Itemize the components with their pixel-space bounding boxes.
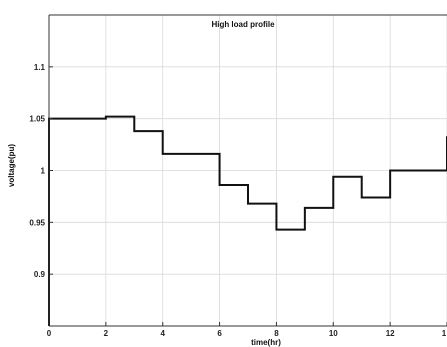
- voltage-series-line: [48, 115, 447, 326]
- y-tick-label: 0.95: [29, 218, 45, 227]
- axis-layer: [48, 14, 447, 327]
- series-layer: [48, 115, 447, 326]
- y-tick-label: 0.9: [34, 270, 46, 279]
- x-tick-label: 8: [274, 329, 279, 338]
- y-tick-label: 1: [41, 167, 46, 176]
- grid-layer: [49, 15, 447, 326]
- x-tick-label: 4: [160, 329, 165, 338]
- text-layer: 0 2 4 6 8 10 12 1 0.9 0.95 1 1.05 1.1 High load profi…: [7, 20, 447, 347]
- y-axis-title: voltage(pu): [7, 144, 16, 187]
- x-tick-label: 10: [329, 329, 338, 338]
- x-tick-label: 12: [386, 329, 395, 338]
- x-tick-label: 0: [47, 329, 52, 338]
- y-tick-label: 1.1: [34, 63, 46, 72]
- x-tick-label: 6: [217, 329, 222, 338]
- x-axis-title: time(hr): [251, 338, 281, 347]
- chart-title: High load profile: [211, 20, 275, 29]
- y-tick-label: 1.05: [29, 115, 45, 124]
- x-tick-label: 2: [104, 329, 109, 338]
- x-tick-label: 1: [442, 329, 447, 338]
